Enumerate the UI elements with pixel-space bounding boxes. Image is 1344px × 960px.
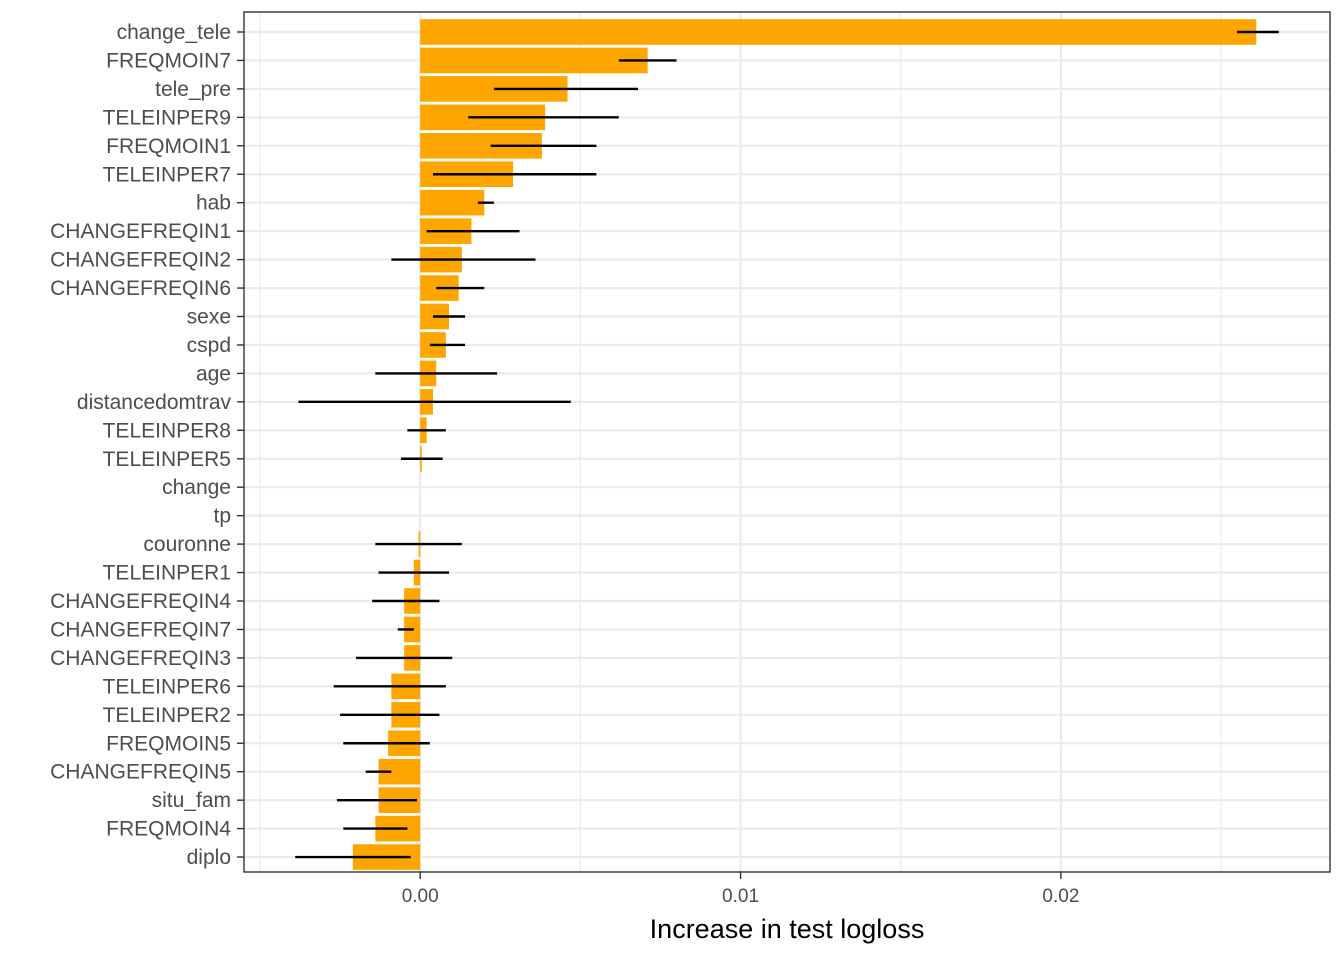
y-tick-label: change [162,476,231,499]
y-tick-label: CHANGEFREQIN1 [50,220,231,243]
y-tick-label: TELEINPER7 [103,163,231,186]
y-tick-label: TELEINPER8 [103,419,231,442]
bar [420,189,485,216]
y-tick-label: CHANGEFREQIN4 [50,590,231,613]
y-tick-label: FREQMOIN4 [106,818,231,841]
y-tick-label: distancedomtrav [77,391,232,414]
y-tick-label: age [196,362,231,385]
y-tick-label: hab [196,192,231,215]
y-tick-label: FREQMOIN5 [106,732,231,755]
y-tick-label: TELEINPER2 [103,704,231,727]
y-tick-label: CHANGEFREQIN5 [50,761,231,784]
y-tick-label: diplo [187,846,231,869]
y-tick-label: CHANGEFREQIN3 [50,647,231,670]
x-axis-title: Increase in test logloss [650,914,925,944]
y-tick-label: CHANGEFREQIN2 [50,249,231,272]
x-tick-label: 0.02 [1042,886,1079,907]
x-axis: 0.00 0.01 0.02 [402,872,1079,907]
y-tick-label: CHANGEFREQIN7 [50,618,231,641]
y-tick-label: TELEINPER5 [103,448,231,471]
y-tick-label: TELEINPER6 [103,675,231,698]
y-tick-label: sexe [187,306,231,329]
y-tick-label: TELEINPER1 [103,562,231,585]
y-tick-label: cspd [187,334,231,357]
y-tick-label: tp [213,505,231,528]
bar [420,19,1257,45]
y-axis: change_tele FREQMOIN7 tele_pre TELEINPER9 FR… [50,21,244,869]
y-tick-label: couronne [143,533,231,556]
x-tick-label: 0.01 [722,886,759,907]
error-bars [295,30,1279,859]
y-tick-label: TELEINPER9 [103,106,231,129]
plot-panel-border [243,11,1331,873]
y-tick-label: FREQMOIN1 [106,135,231,158]
y-tick-label: tele_pre [155,78,231,101]
y-tick-label: situ_fam [152,789,231,812]
y-tick-label: FREQMOIN7 [106,49,231,72]
y-tick-label: change_tele [117,21,231,44]
bar [420,47,648,74]
x-tick-label: 0.00 [402,886,439,907]
y-tick-label: CHANGEFREQIN6 [50,277,231,300]
